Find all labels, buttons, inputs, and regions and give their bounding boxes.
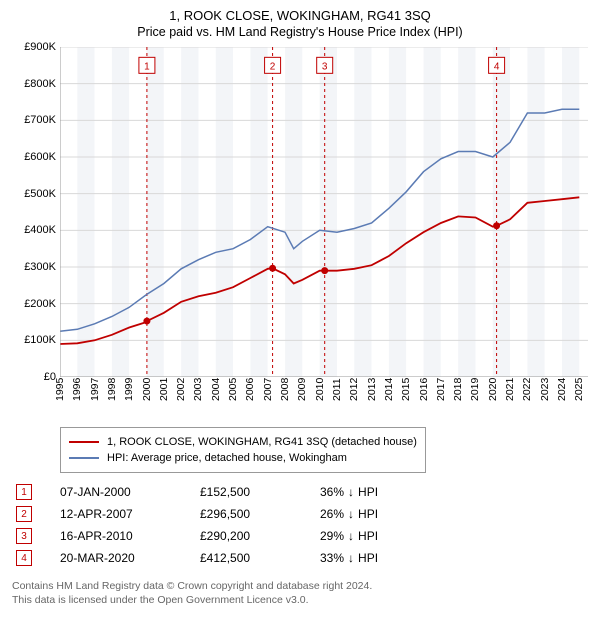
x-axis-label: 2003 <box>192 378 204 401</box>
y-axis-label: £700K <box>24 114 56 126</box>
x-axis-label: 1995 <box>54 378 66 401</box>
event-date: 20-MAR-2020 <box>60 551 200 565</box>
x-axis-label: 2022 <box>521 378 533 401</box>
event-price: £296,500 <box>200 507 320 521</box>
event-diff: 33% ↓ HPI <box>320 551 378 565</box>
x-axis-label: 2016 <box>418 378 430 401</box>
footer-attribution: Contains HM Land Registry data © Crown c… <box>12 579 588 607</box>
x-axis-label: 1999 <box>123 378 135 401</box>
event-diff: 29% ↓ HPI <box>320 529 378 543</box>
events-table: 1 07-JAN-2000£152,50036% ↓ HPI 2 12-APR-200… <box>16 481 588 569</box>
x-axis-label: 2020 <box>487 378 499 401</box>
x-axis-label: 2010 <box>314 378 326 401</box>
y-axis-label: £600K <box>24 151 56 163</box>
x-axis-label: 2015 <box>400 378 412 401</box>
svg-text:4: 4 <box>494 61 500 72</box>
x-axis-label: 2017 <box>435 378 447 401</box>
event-marker-box: 1 <box>16 484 32 500</box>
arrow-down-icon: ↓ <box>348 551 354 565</box>
event-price: £290,200 <box>200 529 320 543</box>
x-axis-label: 2013 <box>366 378 378 401</box>
svg-text:2: 2 <box>270 61 276 72</box>
event-marker-box: 4 <box>16 550 32 566</box>
legend: 1, ROOK CLOSE, WOKINGHAM, RG41 3SQ (deta… <box>60 427 426 473</box>
x-axis-label: 2024 <box>556 378 568 401</box>
x-axis-label: 2014 <box>383 378 395 401</box>
event-price: £152,500 <box>200 485 320 499</box>
y-axis-label: £900K <box>24 41 56 53</box>
legend-swatch <box>69 441 99 443</box>
arrow-down-icon: ↓ <box>348 485 354 499</box>
x-axis-label: 2009 <box>296 378 308 401</box>
event-diff: 36% ↓ HPI <box>320 485 378 499</box>
page-subtitle: Price paid vs. HM Land Registry's House … <box>12 25 588 39</box>
arrow-down-icon: ↓ <box>348 507 354 521</box>
event-row: 2 12-APR-2007£296,50026% ↓ HPI <box>16 503 588 525</box>
event-price: £412,500 <box>200 551 320 565</box>
price-chart: £0£100K£200K£300K£400K£500K£600K£700K£80… <box>12 47 588 417</box>
y-axis-label: £300K <box>24 261 56 273</box>
x-axis-label: 2018 <box>452 378 464 401</box>
y-axis-label: £500K <box>24 188 56 200</box>
x-axis-label: 2008 <box>279 378 291 401</box>
event-row: 1 07-JAN-2000£152,50036% ↓ HPI <box>16 481 588 503</box>
y-axis-label: £400K <box>24 224 56 236</box>
x-axis-label: 2023 <box>539 378 551 401</box>
x-axis-label: 2011 <box>331 378 343 401</box>
svg-text:3: 3 <box>322 61 328 72</box>
y-axis-label: £100K <box>24 334 56 346</box>
page-title: 1, ROOK CLOSE, WOKINGHAM, RG41 3SQ <box>12 8 588 23</box>
x-axis-label: 2005 <box>227 378 239 401</box>
event-marker-box: 2 <box>16 506 32 522</box>
event-date: 07-JAN-2000 <box>60 485 200 499</box>
x-axis-label: 1996 <box>71 378 83 401</box>
y-axis-label: £200K <box>24 298 56 310</box>
arrow-down-icon: ↓ <box>348 529 354 543</box>
legend-item: 1, ROOK CLOSE, WOKINGHAM, RG41 3SQ (deta… <box>69 434 417 450</box>
event-marker-box: 3 <box>16 528 32 544</box>
x-axis-label: 2019 <box>469 378 481 401</box>
x-axis-label: 2007 <box>262 378 274 401</box>
legend-item: HPI: Average price, detached house, Woki… <box>69 450 417 466</box>
event-date: 16-APR-2010 <box>60 529 200 543</box>
legend-swatch <box>69 457 99 459</box>
x-axis-label: 2004 <box>210 378 222 401</box>
event-row: 4 20-MAR-2020£412,50033% ↓ HPI <box>16 547 588 569</box>
x-axis-label: 1997 <box>89 378 101 401</box>
svg-text:1: 1 <box>144 61 150 72</box>
event-diff: 26% ↓ HPI <box>320 507 378 521</box>
x-axis-label: 2012 <box>348 378 360 401</box>
x-axis-label: 2025 <box>573 378 585 401</box>
x-axis-label: 2000 <box>141 378 153 401</box>
event-row: 3 16-APR-2010£290,20029% ↓ HPI <box>16 525 588 547</box>
x-axis-label: 2002 <box>175 378 187 401</box>
y-axis-label: £800K <box>24 78 56 90</box>
legend-label: HPI: Average price, detached house, Woki… <box>107 450 347 466</box>
x-axis-label: 2001 <box>158 378 170 401</box>
x-axis-label: 2006 <box>244 378 256 401</box>
event-date: 12-APR-2007 <box>60 507 200 521</box>
legend-label: 1, ROOK CLOSE, WOKINGHAM, RG41 3SQ (deta… <box>107 434 417 450</box>
x-axis-label: 2021 <box>504 378 516 401</box>
x-axis-label: 1998 <box>106 378 118 401</box>
